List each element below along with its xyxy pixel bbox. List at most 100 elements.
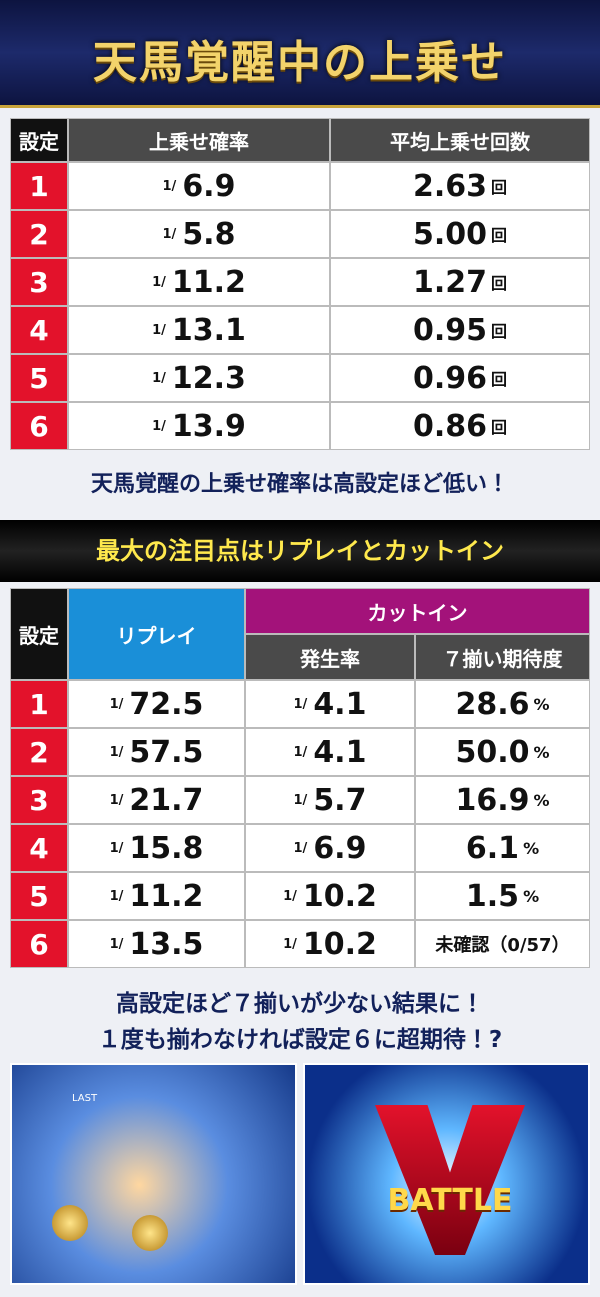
value: 0.95 <box>412 312 487 348</box>
value: 16.9 <box>455 782 530 818</box>
num: 1/ <box>109 744 124 760</box>
value: 0.86 <box>412 408 487 444</box>
table-cell: 5 <box>10 354 68 402</box>
value: 6 <box>29 927 49 961</box>
table-cell: 1/12.3 <box>68 354 330 402</box>
value: 5.8 <box>182 216 236 252</box>
value: 6.9 <box>182 168 236 204</box>
value: 3 <box>29 783 49 817</box>
value: 13.5 <box>129 926 204 962</box>
num: 1/ <box>293 696 308 712</box>
num: 1/ <box>109 792 124 808</box>
table-cell: 1 <box>10 680 68 728</box>
num: 1/ <box>162 178 177 194</box>
value: 15.8 <box>129 830 204 866</box>
value: 5.00 <box>412 216 487 252</box>
value: 28.6 <box>455 686 530 722</box>
table-cell: ７揃い期待度 <box>415 634 590 680</box>
image-text: LAST <box>72 1093 98 1104</box>
num: 1/ <box>162 226 177 242</box>
value: 5 <box>29 361 49 395</box>
table-cell: 1/21.7 <box>68 776 245 824</box>
table-cell: 1/4.1 <box>245 680 415 728</box>
table-cell: 0.86 回 <box>330 402 590 450</box>
title: 天馬覚醒中の上乗せ <box>93 37 507 88</box>
unit: 回 <box>491 418 508 437</box>
table-cell: 1/13.9 <box>68 402 330 450</box>
table-cell: 2.63 回 <box>330 162 590 210</box>
value: 6.9 <box>313 830 367 866</box>
table-cell: 1/11.2 <box>68 258 330 306</box>
num: 1/ <box>152 322 166 338</box>
num: 1/ <box>293 744 308 760</box>
table-cell: 1/6.9 <box>245 824 415 872</box>
num: 1/ <box>152 418 166 434</box>
table-cell: 5 <box>10 872 68 920</box>
value: 11.2 <box>171 264 246 300</box>
value: 72.5 <box>129 686 204 722</box>
value: 5 <box>29 879 49 913</box>
table-cell: 0.95 回 <box>330 306 590 354</box>
table-cell: 平均上乗せ回数 <box>330 118 590 162</box>
table-cell: 1/10.2 <box>245 872 415 920</box>
table-cell: 3 <box>10 258 68 306</box>
table-cell: 1 <box>10 162 68 210</box>
unit: 回 <box>491 178 508 197</box>
table-cell: 1/72.5 <box>68 680 245 728</box>
value: 12.3 <box>171 360 246 396</box>
value: 上乗せ確率 <box>149 129 249 154</box>
value: ７揃い期待度 <box>442 646 563 671</box>
num: 1/ <box>109 840 124 856</box>
unit: % <box>533 694 550 714</box>
num: 1/ <box>152 274 166 290</box>
table-cell: 設定 <box>10 588 68 680</box>
table-cell: 28.6% <box>415 680 590 728</box>
value: 50.0 <box>455 734 530 770</box>
value: 21.7 <box>129 782 204 818</box>
unit: 回 <box>491 370 508 389</box>
table-cell: 1/5.8 <box>68 210 330 258</box>
table-cell: 上乗せ確率 <box>68 118 330 162</box>
value: 1 <box>29 687 49 721</box>
title-banner <box>0 0 600 108</box>
table-cell: 6.1% <box>415 824 590 872</box>
value: 57.5 <box>129 734 204 770</box>
table-cell: 6 <box>10 920 68 968</box>
table-cell: 2 <box>10 728 68 776</box>
value: 4 <box>29 313 49 347</box>
num: 1/ <box>109 936 124 952</box>
value: 13.1 <box>171 312 246 348</box>
footer-line: 高設定ほど７揃いが少ない結果に！ <box>116 991 484 1017</box>
table-cell: 1/13.1 <box>68 306 330 354</box>
unit: % <box>523 838 540 858</box>
v-emblem <box>375 1105 525 1255</box>
value: 1 <box>29 169 49 203</box>
section-title: 最大の注目点はリプレイとカットイン <box>96 537 504 565</box>
table-cell: 5.00 回 <box>330 210 590 258</box>
value: 13.9 <box>171 408 246 444</box>
game-image: LAST <box>10 1063 297 1285</box>
table-cell: リプレイ <box>68 588 245 680</box>
value: 平均上乗せ回数 <box>390 129 530 154</box>
table-cell: 1.5% <box>415 872 590 920</box>
value: リプレイ <box>116 623 197 648</box>
value: 5.7 <box>313 782 367 818</box>
value: 4.1 <box>313 686 367 722</box>
unit: 回 <box>491 274 508 293</box>
table-cell: 6 <box>10 402 68 450</box>
num: 1/ <box>152 370 166 386</box>
unit: % <box>533 790 550 810</box>
value: 2.63 <box>412 168 487 204</box>
value: 2 <box>29 735 49 769</box>
value: 2 <box>29 217 49 251</box>
num: 1/ <box>109 696 124 712</box>
value: 1.27 <box>412 264 487 300</box>
value: 10.2 <box>302 878 377 914</box>
value: 6 <box>29 409 49 443</box>
table-cell: 1/57.5 <box>68 728 245 776</box>
table-cell: 1/10.2 <box>245 920 415 968</box>
table-cell: 2 <box>10 210 68 258</box>
value: 未確認（0/57） <box>435 935 570 956</box>
value: 4 <box>29 831 49 865</box>
table-cell: 1/11.2 <box>68 872 245 920</box>
